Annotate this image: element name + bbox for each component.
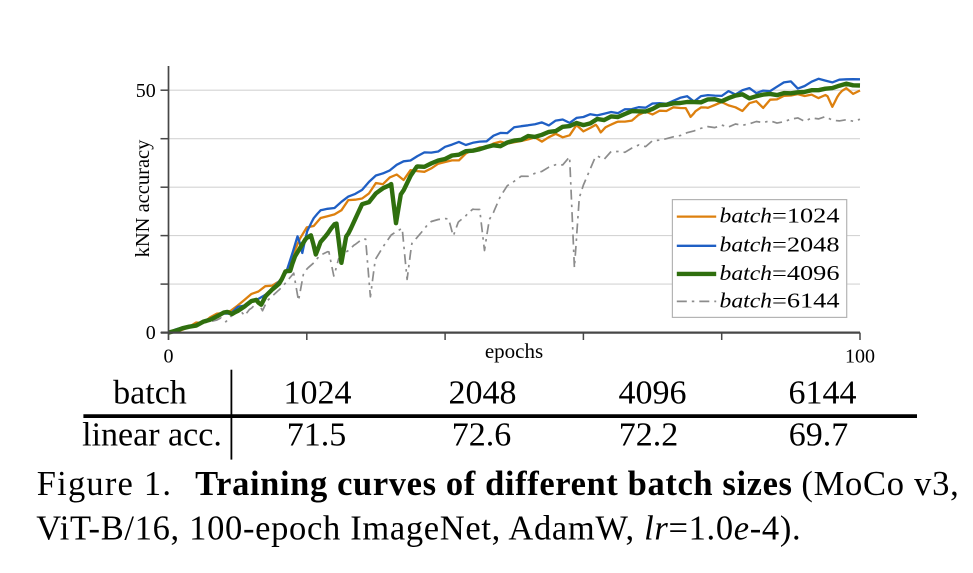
svg-text:1024: 1024	[284, 374, 352, 411]
svg-text:batch=6144: batch=6144	[720, 288, 841, 312]
svg-text:4096: 4096	[619, 374, 687, 411]
svg-text:linear acc.: linear acc.	[82, 416, 222, 453]
svg-text:Figure 1.Training curves of di: Figure 1. Training curves of different ba…	[37, 465, 960, 503]
svg-text:kNN accuracy: kNN accuracy	[132, 139, 154, 258]
svg-text:batch=4096: batch=4096	[720, 261, 840, 285]
svg-text:69.7: 69.7	[789, 416, 849, 453]
svg-text:batch=1024: batch=1024	[720, 204, 841, 228]
svg-text:0: 0	[164, 346, 174, 368]
svg-text:71.5: 71.5	[287, 416, 347, 453]
svg-text:batch: batch	[113, 374, 187, 411]
svg-text:72.2: 72.2	[619, 416, 679, 453]
svg-text:batch=2048: batch=2048	[720, 233, 840, 257]
svg-text:ViT-B/16, 100-epoch ImageNet,: ViT-B/16, 100-epoch ImageNet, AdamW, lr=…	[36, 509, 801, 547]
svg-text:6144: 6144	[789, 374, 857, 411]
svg-text:0: 0	[146, 322, 156, 344]
svg-text:72.6: 72.6	[452, 416, 512, 453]
svg-text:2048: 2048	[449, 374, 517, 411]
svg-text:50: 50	[136, 80, 156, 102]
svg-text:100: 100	[845, 346, 875, 368]
svg-text:epochs: epochs	[485, 339, 543, 363]
